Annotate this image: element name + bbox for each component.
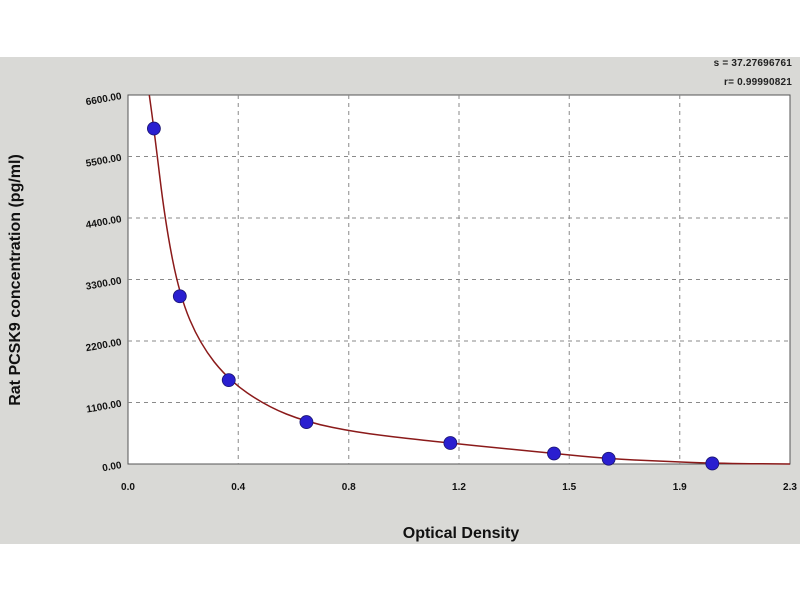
y-tick-label: 1100.00 xyxy=(86,399,123,416)
x-tick-label: 0.0 xyxy=(121,482,135,493)
data-point xyxy=(601,451,616,466)
data-point xyxy=(172,289,187,304)
y-tick-label: 0.00 xyxy=(101,460,123,474)
grid-lines xyxy=(128,95,790,464)
y-tick-label: 4400.00 xyxy=(85,214,123,231)
data-point xyxy=(443,436,458,450)
x-tick-label: 0.8 xyxy=(342,482,356,493)
fit-statistic-r: r= 0.99990821 xyxy=(724,77,792,88)
y-tick-label: 6600.00 xyxy=(85,91,123,108)
y-tick-label: 2200.00 xyxy=(85,337,123,354)
data-points xyxy=(147,121,720,471)
data-point xyxy=(547,446,561,461)
data-point xyxy=(147,121,161,136)
fit-statistic-s: s = 37.27696761 xyxy=(713,58,792,69)
x-tick-label: 1.5 xyxy=(562,482,576,493)
y-tick-label: 5500.00 xyxy=(85,153,123,170)
x-tick-label: 1.9 xyxy=(673,482,687,493)
x-tick-label: 1.2 xyxy=(452,482,466,493)
x-axis-title: Optical Density xyxy=(403,525,520,542)
data-point xyxy=(221,373,236,388)
y-axis-title: Rat PCSK9 concentration (pg/ml) xyxy=(7,154,24,406)
x-tick-label: 2.3 xyxy=(783,482,797,493)
y-tick-label: 3300.00 xyxy=(85,276,123,293)
data-point xyxy=(705,456,720,471)
x-tick-label: 0.4 xyxy=(231,482,245,493)
data-point xyxy=(299,415,314,429)
